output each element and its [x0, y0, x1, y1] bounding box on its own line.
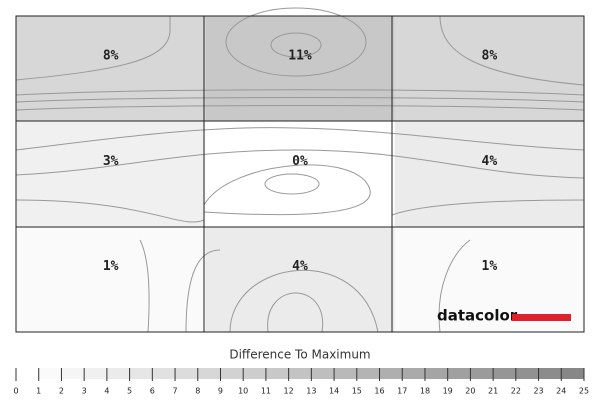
colorbar-segment	[538, 368, 562, 379]
colorbar-segment	[152, 368, 176, 379]
colorbar-tick-label: 21	[488, 387, 498, 396]
cell	[16, 226, 206, 332]
colorbar-segment	[175, 368, 198, 379]
colorbar-segment	[356, 368, 380, 379]
colorbar-tick-label: 18	[420, 387, 430, 396]
colorbar-tick-label: 5	[127, 387, 132, 396]
value-label: 1%	[482, 259, 498, 274]
colorbar-segment	[243, 368, 266, 379]
value-label: 3%	[103, 154, 119, 169]
colorbar-segment	[470, 368, 494, 379]
colorbar-segment	[493, 368, 516, 379]
value-label: 4%	[292, 259, 308, 274]
colorbar-tick-label: 20	[465, 387, 475, 396]
colorbar-segment	[402, 368, 425, 379]
colorbar-tick-label: 0	[13, 387, 18, 396]
colorbar-segment	[220, 368, 244, 379]
colorbar-tick-label: 3	[82, 387, 87, 396]
colorbar-segment	[447, 368, 471, 379]
value-label: 1%	[103, 259, 119, 274]
cell	[205, 226, 395, 332]
colorbar-tick-label: 8	[195, 387, 200, 396]
colorbar-segment	[515, 368, 539, 379]
colorbar-segment	[288, 368, 312, 379]
colorbar-tick-label: 9	[218, 387, 223, 396]
colorbar-segment	[265, 368, 289, 379]
value-label: 11%	[288, 49, 312, 64]
colorbar-segment	[379, 368, 403, 379]
colorbar-tick-label: 11	[261, 387, 271, 396]
cell	[16, 121, 206, 227]
contours	[15, 7, 585, 333]
colorbar-tick-label: 15	[352, 387, 362, 396]
logo-bar	[512, 314, 571, 321]
value-labels: 8% 11% 8% 3% 0% 4% 1% 4% 1%	[103, 49, 497, 275]
colorbar-segment	[16, 368, 39, 379]
colorbar-tick-label: 10	[238, 387, 248, 396]
colorbar-tick-label: 2	[59, 387, 64, 396]
colorbar-tick-label: 4	[104, 387, 109, 396]
colorbar-tick-label: 25	[579, 387, 589, 396]
colorbar-segment	[129, 368, 153, 379]
colorbar-title: Difference To Maximum	[229, 348, 370, 362]
colorbar: 0 1 2 3 4 5 6 7 8 9 10 11 12 13 14 15 16 17 18 19 20 21 22 23 24…	[13, 368, 589, 396]
logo: datacolor	[437, 307, 518, 325]
colorbar-segment	[334, 368, 357, 379]
colorbar-tick-label: 1	[36, 387, 41, 396]
colorbar-tick-label: 13	[306, 387, 316, 396]
colorbar-segment	[38, 368, 62, 379]
colorbar-segment	[197, 368, 221, 379]
colorbar-tick-label: 16	[374, 387, 384, 396]
colorbar-tick-label: 6	[150, 387, 155, 396]
colorbar-tick-label: 22	[511, 387, 521, 396]
colorbar-segment	[84, 368, 107, 379]
value-label: 8%	[103, 49, 119, 64]
grid-lines	[15, 15, 585, 333]
colorbar-tick-label: 23	[533, 387, 543, 396]
colorbar-segment	[106, 368, 130, 379]
colorbar-tick-label: 14	[329, 387, 339, 396]
value-label: 0%	[292, 154, 308, 169]
value-label: 8%	[482, 49, 498, 64]
colorbar-tick-label: 7	[172, 387, 177, 396]
colorbar-segment	[561, 368, 584, 379]
colorbar-tick-label: 12	[284, 387, 294, 396]
colorbar-segment	[61, 368, 85, 379]
colorbar-tick-label: 17	[397, 387, 407, 396]
value-label: 4%	[482, 154, 498, 169]
cell	[394, 121, 584, 227]
colorbar-segment	[424, 368, 448, 379]
colorbar-tick-label: 24	[556, 387, 566, 396]
colorbar-tick-label: 19	[443, 387, 453, 396]
cell	[16, 16, 206, 122]
cell	[394, 16, 584, 122]
colorbar-segment	[311, 368, 335, 379]
